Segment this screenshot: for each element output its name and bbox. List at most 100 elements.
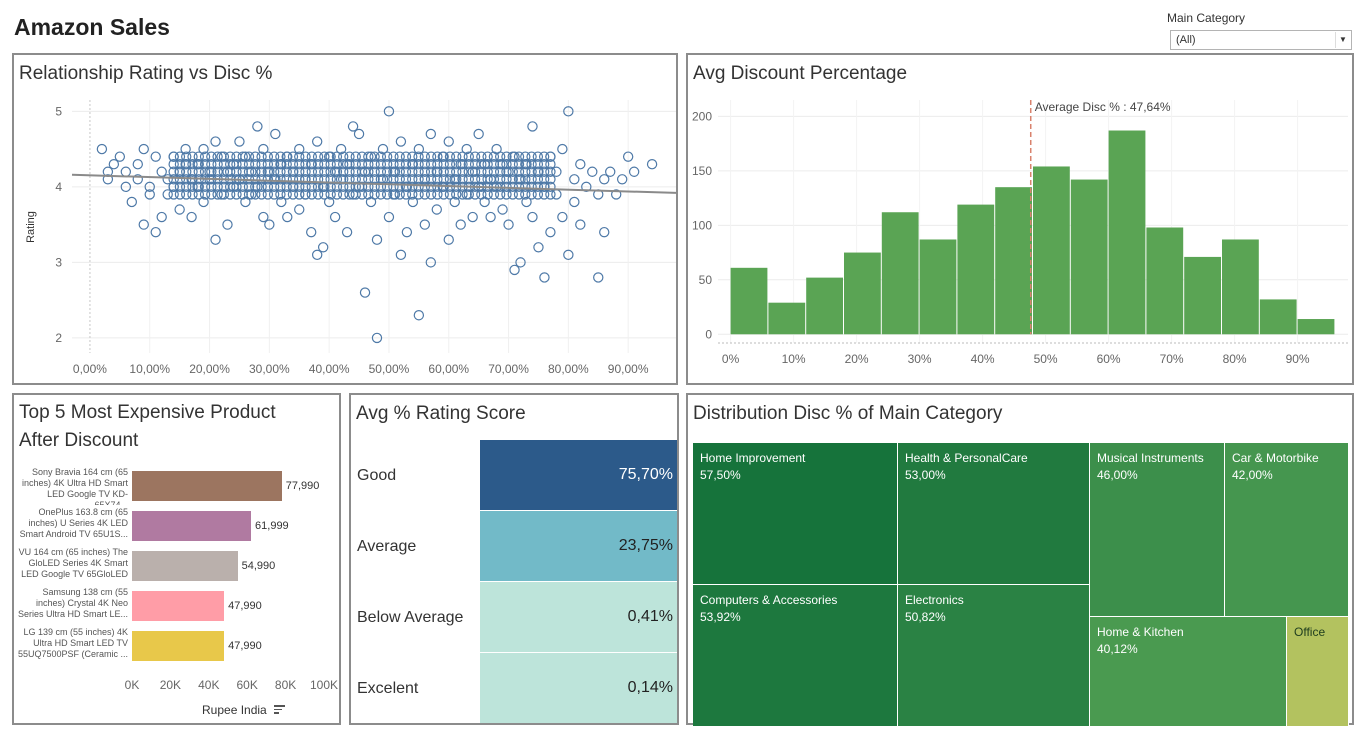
scatter-point[interactable] (132, 158, 143, 170)
scatter-point[interactable] (503, 219, 514, 230)
scatter-point[interactable] (461, 189, 472, 200)
scatter-point[interactable] (443, 136, 454, 147)
scatter-point[interactable] (180, 158, 191, 170)
hist-bar[interactable] (1033, 166, 1070, 335)
scatter-point[interactable] (539, 272, 550, 283)
scatter-point[interactable] (186, 211, 197, 223)
scatter-point[interactable] (222, 219, 233, 230)
scatter-point[interactable] (240, 196, 251, 208)
scatter-point[interactable] (443, 234, 454, 245)
scatter-point[interactable] (622, 151, 634, 162)
scatter-point[interactable] (413, 310, 425, 321)
scatter-point[interactable] (581, 181, 592, 193)
scatter-point[interactable] (359, 166, 371, 177)
top5-bar[interactable] (132, 591, 225, 621)
scatter-point[interactable] (138, 143, 149, 155)
scatter-point[interactable] (605, 166, 616, 177)
hist-bar[interactable] (1146, 227, 1184, 335)
scatter-point[interactable] (120, 166, 132, 177)
scatter-point[interactable] (144, 181, 155, 193)
hist-bar[interactable] (919, 239, 957, 335)
treemap-cell[interactable]: Electronics 50,82% (898, 585, 1090, 727)
scatter-point[interactable] (347, 189, 359, 200)
scatter-point[interactable] (521, 196, 532, 208)
top5-bar[interactable] (132, 471, 282, 501)
scatter-point[interactable] (401, 181, 413, 193)
scatter-point[interactable] (485, 211, 496, 223)
scatter-point[interactable] (551, 189, 562, 200)
scatter-point[interactable] (150, 226, 161, 238)
scatter-point[interactable] (311, 249, 323, 261)
scatter-point[interactable] (503, 166, 514, 177)
scatter-point[interactable] (306, 158, 317, 170)
scatter-point[interactable] (533, 242, 544, 253)
scatter-point[interactable] (306, 226, 317, 238)
scatter-point[interactable] (383, 106, 395, 117)
hist-bar[interactable] (1108, 130, 1146, 335)
scatter-point[interactable] (425, 257, 437, 268)
scatter-point[interactable] (108, 158, 120, 170)
hist-bar[interactable] (957, 204, 995, 335)
scatter-point[interactable] (610, 189, 622, 200)
scatter-point[interactable] (234, 136, 245, 147)
scatter-point[interactable] (270, 174, 281, 185)
scatter-point[interactable] (162, 174, 173, 185)
treemap-cell[interactable]: Computers & Accessories 53,92% (693, 585, 898, 727)
scatter-point[interactable] (353, 128, 365, 140)
scatter-point[interactable] (569, 174, 580, 185)
scatter-point[interactable] (216, 189, 227, 200)
scatter-point[interactable] (335, 174, 347, 185)
treemap-cell[interactable]: Home & Kitchen 40,12% (1090, 617, 1287, 727)
scatter-point[interactable] (198, 196, 209, 208)
scatter-point[interactable] (294, 204, 305, 215)
rating-row[interactable]: Average 23,75% (351, 511, 677, 582)
scatter-point[interactable] (539, 181, 550, 193)
scatter-point[interactable] (515, 257, 526, 268)
scatter-point[interactable] (395, 136, 407, 147)
hist-bar[interactable] (1070, 179, 1108, 335)
scatter-point[interactable] (419, 174, 431, 185)
scatter-point[interactable] (168, 181, 179, 193)
scatter-point[interactable] (96, 143, 108, 155)
scatter-point[interactable] (359, 287, 371, 298)
scatter-point[interactable] (264, 219, 275, 230)
scatter-point[interactable] (228, 181, 239, 193)
scatter-point[interactable] (240, 151, 251, 162)
scatter-point[interactable] (527, 211, 538, 223)
scatter-point[interactable] (646, 158, 658, 170)
scatter-point[interactable] (294, 143, 305, 155)
scatter-point[interactable] (204, 166, 215, 177)
scatter-point[interactable] (258, 211, 269, 223)
scatter-point[interactable] (198, 143, 209, 155)
scatter-point[interactable] (156, 166, 167, 177)
scatter-point[interactable] (616, 174, 628, 185)
scatter-point[interactable] (449, 196, 460, 208)
scatter-point[interactable] (485, 174, 496, 185)
scatter-point[interactable] (461, 143, 472, 155)
scatter-point[interactable] (545, 151, 556, 162)
scatter-point[interactable] (509, 264, 520, 276)
scatter-point[interactable] (587, 166, 598, 177)
scatter-point[interactable] (455, 219, 466, 230)
scatter-point[interactable] (323, 151, 335, 162)
scatter-point[interactable] (252, 181, 263, 193)
scatter-point[interactable] (311, 136, 323, 147)
hist-bar[interactable] (730, 267, 768, 335)
scatter-point[interactable] (132, 174, 143, 185)
scatter-point[interactable] (180, 143, 191, 155)
scatter-point[interactable] (341, 226, 353, 238)
scatter-point[interactable] (371, 234, 383, 245)
scatter-point[interactable] (437, 151, 448, 162)
scatter-point[interactable] (335, 143, 347, 155)
scatter-point[interactable] (545, 226, 556, 238)
scatter-point[interactable] (347, 121, 359, 132)
scatter-point[interactable] (156, 211, 167, 223)
scatter-point[interactable] (365, 151, 377, 162)
scatter-point[interactable] (479, 158, 490, 170)
scatter-point[interactable] (407, 196, 419, 208)
hist-bar[interactable] (806, 277, 843, 335)
top5-bar[interactable] (132, 631, 225, 661)
treemap-cell[interactable]: Car & Motorbike 42,00% (1225, 443, 1349, 617)
scatter-point[interactable] (365, 196, 377, 208)
scatter-point[interactable] (569, 196, 580, 208)
